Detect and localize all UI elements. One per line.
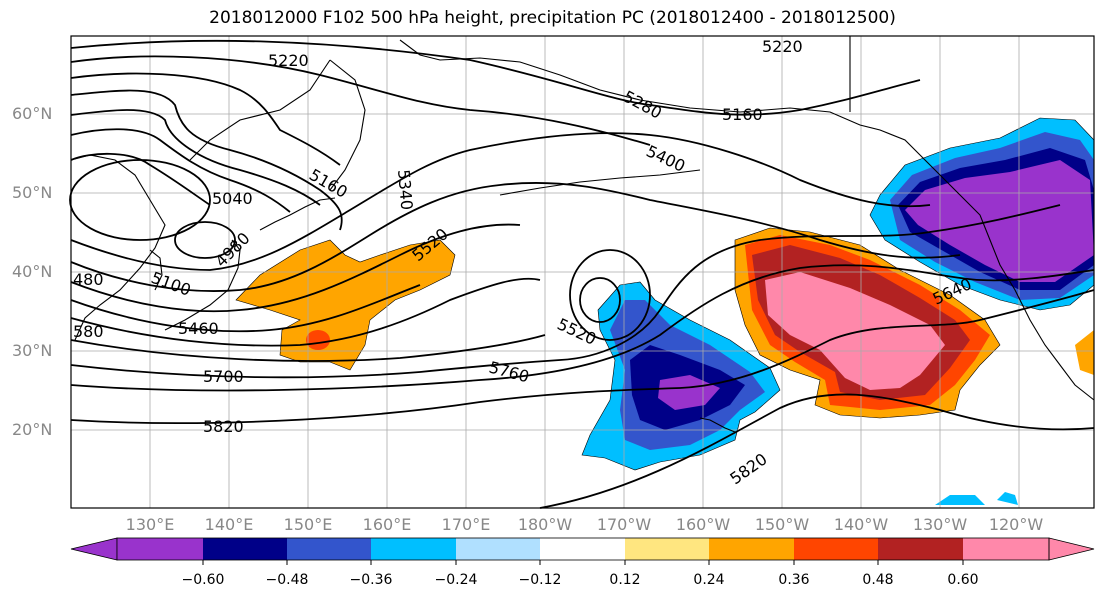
- lat-label: 60°N: [12, 104, 53, 123]
- contour-label: 580: [73, 322, 104, 341]
- lon-label: 130°E: [125, 515, 175, 534]
- map-title: 2018012000 F102 500 hPa height, precipit…: [209, 8, 896, 28]
- colorbar-tick-label: 0.48: [862, 572, 894, 588]
- colorbar-tick-label: −0.36: [349, 572, 393, 588]
- lat-label: 50°N: [12, 183, 53, 202]
- lon-label: 130°W: [912, 515, 968, 534]
- colorbar-tick-label: −0.60: [181, 572, 225, 588]
- lon-label: 150°W: [754, 515, 810, 534]
- precip-positive-japan: [235, 239, 456, 371]
- colorbar-extend-high: [1048, 537, 1095, 561]
- contour-label: 5460: [178, 319, 219, 338]
- map-frame: [70, 35, 1095, 509]
- coast-hawaii: [699, 417, 736, 433]
- lat-label: 30°N: [12, 341, 53, 360]
- contour-label: 5220: [762, 37, 803, 56]
- lon-label: 150°E: [283, 515, 333, 534]
- lat-label: 40°N: [12, 262, 53, 281]
- contour-label: 5220: [268, 51, 309, 70]
- coast-asia: [70, 154, 166, 341]
- colorbar-tick-label: 0.24: [693, 572, 725, 588]
- contour-label: 5340: [394, 169, 416, 211]
- lon-label: 160°W: [675, 515, 731, 534]
- coast-kamchatka: [329, 59, 366, 191]
- lon-label: 180°W: [517, 515, 573, 534]
- contour-label: 5700: [203, 367, 244, 386]
- coast-north-america: [939, 174, 1095, 401]
- colorbar-tick-label: −0.48: [265, 572, 309, 588]
- contour-label: 5040: [212, 189, 253, 208]
- colorbar-tick-label: −0.24: [434, 572, 478, 588]
- coast-okhotsk: [189, 59, 331, 161]
- lon-label: 170°E: [441, 515, 491, 534]
- coast-aleutians: [499, 169, 701, 196]
- lon-label: 120°W: [988, 515, 1044, 534]
- height-contours: [69, 39, 1095, 509]
- contour-label: 5820: [203, 417, 244, 436]
- lat-label: 20°N: [12, 420, 53, 439]
- lon-label: 160°E: [362, 515, 412, 534]
- colorbar-tick-label: 0.36: [778, 572, 810, 588]
- contour-label: 5160: [722, 105, 763, 124]
- coast-kurils: [259, 197, 336, 231]
- lon-label: 140°E: [204, 515, 254, 534]
- colorbar-extend-low: [70, 537, 118, 561]
- contour-label: 480: [73, 270, 104, 289]
- colorbar-tick-label: 0.12: [609, 572, 641, 588]
- lon-label: 140°W: [833, 515, 889, 534]
- colorbar-tick-label: 0.60: [947, 572, 979, 588]
- colorbar: [70, 537, 1095, 565]
- colorbar-tick-label: −0.12: [518, 572, 562, 588]
- graticule: [71, 36, 1094, 508]
- lon-label: 170°W: [596, 515, 652, 534]
